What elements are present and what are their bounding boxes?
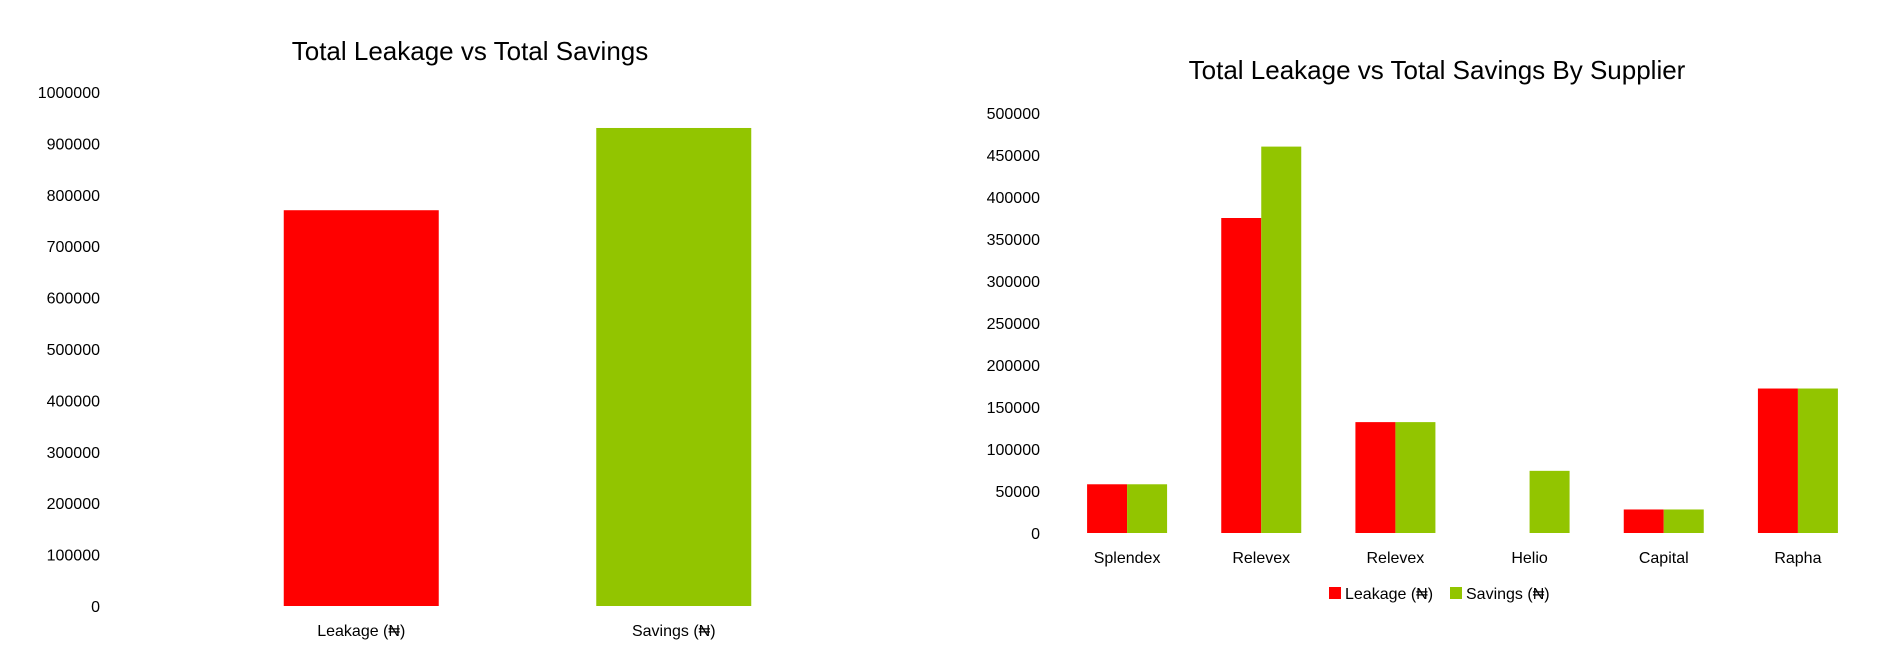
chart2-y-tick-label: 200000 xyxy=(987,358,1040,375)
chart1-category-label: Savings (₦) xyxy=(632,623,716,640)
chart2-bar-savings xyxy=(1797,388,1838,533)
chart2-bar-leakage xyxy=(1623,509,1664,533)
chart1-y-tick-label: 0 xyxy=(91,599,100,616)
chart1-y-tick-label: 900000 xyxy=(47,136,100,153)
chart2-y-tick-label: 150000 xyxy=(987,400,1040,417)
chart2-y-tick-label: 500000 xyxy=(987,106,1040,123)
chart2-bar-savings xyxy=(1127,484,1168,533)
chart1-y-tick-label: 200000 xyxy=(47,496,100,513)
chart1-x-axis: Leakage (₦) Savings (₦) xyxy=(317,623,715,640)
legend-label-leakage: Leakage (₦) xyxy=(1345,586,1433,603)
chart2-category-label: Helio xyxy=(1511,550,1548,567)
chart1-bars xyxy=(283,127,752,606)
chart2-y-axis: 0 50000 100000 150000 200000 250000 300000 3500… xyxy=(987,106,1040,543)
chart2-y-tick-label: 450000 xyxy=(987,148,1040,165)
chart2-category-label: Capital xyxy=(1639,550,1689,567)
chart-leakage-vs-savings-by-supplier: Total Leakage vs Total Savings By Suppli… xyxy=(987,55,1838,603)
chart1-y-tick-label: 700000 xyxy=(47,239,100,256)
chart1-y-tick-label: 300000 xyxy=(47,445,100,462)
chart2-y-tick-label: 100000 xyxy=(987,442,1040,459)
chart2-bar-savings xyxy=(1663,509,1704,533)
legend-label-savings: Savings (₦) xyxy=(1466,586,1550,603)
chart1-y-tick-label: 600000 xyxy=(47,291,100,308)
chart2-bar-leakage xyxy=(1221,218,1262,533)
chart2-bar-leakage xyxy=(1757,388,1798,533)
chart2-bar-leakage xyxy=(1087,484,1128,533)
chart2-category-label: Splendex xyxy=(1094,550,1161,567)
chart2-y-tick-label: 300000 xyxy=(987,274,1040,291)
chart1-y-tick-label: 500000 xyxy=(47,342,100,359)
chart1-y-tick-label: 800000 xyxy=(47,188,100,205)
chart1-title: Total Leakage vs Total Savings xyxy=(292,36,649,66)
chart2-y-tick-label: 400000 xyxy=(987,190,1040,207)
chart2-bar-leakage xyxy=(1355,422,1396,533)
chart2-x-axis: Splendex Relevex Relevex Helio Capital Rapha xyxy=(1094,550,1822,567)
chart2-legend: Leakage (₦) Savings (₦) xyxy=(1329,586,1550,603)
chart2-bar-savings xyxy=(1529,470,1570,533)
chart1-y-tick-label: 400000 xyxy=(47,393,100,410)
chart1-bar xyxy=(596,127,752,606)
chart2-bar-savings xyxy=(1261,146,1302,533)
chart2-title: Total Leakage vs Total Savings By Suppli… xyxy=(1189,55,1686,85)
chart1-y-axis: 0 100000 200000 300000 400000 500000 600000 700… xyxy=(38,85,100,616)
chart2-bars xyxy=(1087,146,1838,533)
legend-swatch-leakage xyxy=(1329,587,1341,599)
chart2-category-label: Relevex xyxy=(1232,550,1290,567)
legend-swatch-savings xyxy=(1450,587,1462,599)
chart1-y-tick-label: 100000 xyxy=(47,548,100,565)
chart1-bar xyxy=(283,210,439,606)
chart-total-leakage-vs-savings: Total Leakage vs Total Savings 0 100000 20… xyxy=(38,36,752,640)
chart2-y-tick-label: 250000 xyxy=(987,316,1040,333)
chart2-y-tick-label: 0 xyxy=(1031,526,1040,543)
chart2-y-tick-label: 50000 xyxy=(996,484,1041,501)
chart2-category-label: Rapha xyxy=(1774,550,1821,567)
chart1-y-tick-label: 1000000 xyxy=(38,85,100,102)
chart1-category-label: Leakage (₦) xyxy=(317,623,405,640)
chart2-y-tick-label: 350000 xyxy=(987,232,1040,249)
chart2-bar-savings xyxy=(1395,422,1436,533)
chart2-category-label: Relevex xyxy=(1367,550,1425,567)
